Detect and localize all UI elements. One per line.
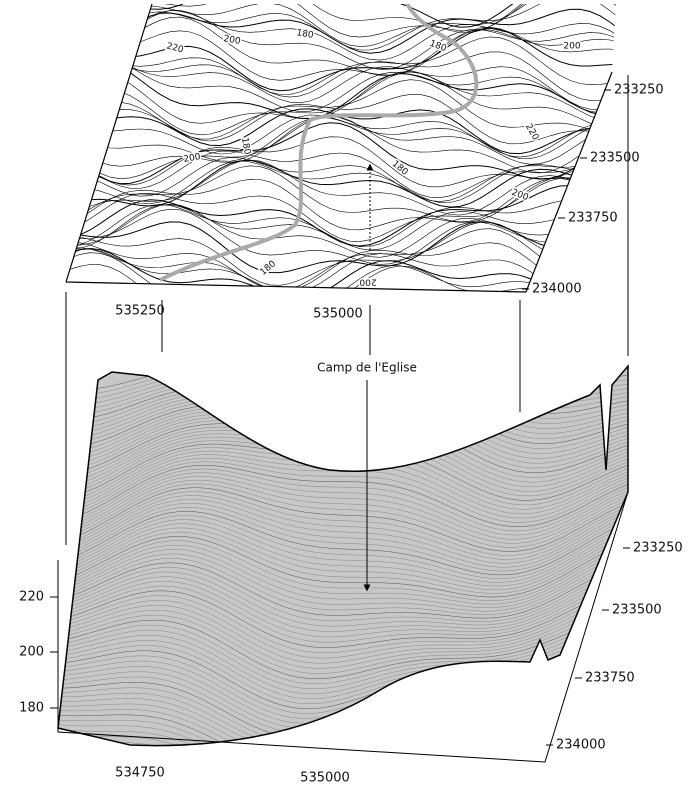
northing-label: 234000 [556,738,606,753]
contour-map [40,0,640,315]
annotation: Camp de l'Eglise [317,361,417,375]
northing-label: 233500 [612,603,662,618]
northing-label: 233250 [633,541,683,556]
northing-label: 233250 [614,83,664,98]
elevation-label: 220 [19,590,44,605]
contour-label: 200 [359,277,376,287]
northing-label: 233750 [568,211,618,226]
elevation-label: 200 [19,645,44,660]
easting-label: 534750 [115,766,165,781]
contour-label: 200 [563,42,580,52]
northing-label: 233750 [585,671,635,686]
elevation-label: 180 [19,701,44,716]
easting-label: 535000 [313,307,363,322]
northing-label: 234000 [532,282,582,297]
easting-label: 535000 [300,771,350,786]
northing-label: 233500 [590,151,640,166]
terrain-surface [50,326,634,786]
easting-label: 535250 [115,304,165,319]
figure: Camp de l'Eglise 22020018018020020018018… [0,0,690,788]
